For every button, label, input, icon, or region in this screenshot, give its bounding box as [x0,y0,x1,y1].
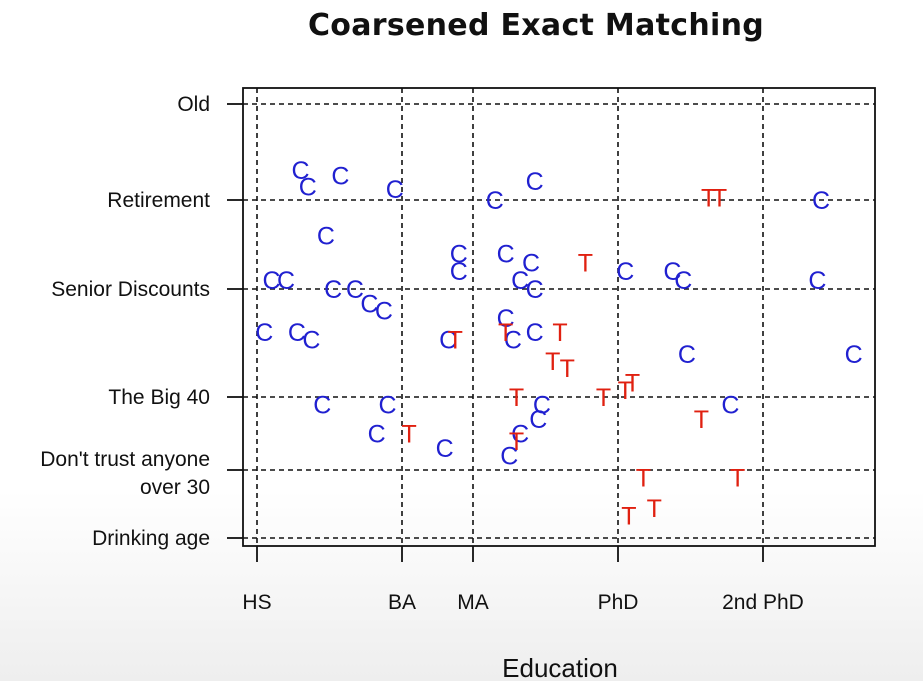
chart-title: Coarsened Exact Matching [307,8,765,43]
data-point-c: C [277,267,295,295]
data-point-t: T [621,502,636,530]
y-tick-label: Senior Discounts [51,278,210,301]
data-point-t: T [509,428,524,456]
data-point-c: C [331,162,349,190]
data-point-t: T [730,465,745,493]
data-point-c: C [291,157,309,185]
data-point-t: T [618,377,633,405]
data-point-t: T [636,465,651,493]
y-tick-label: Drinking age [92,527,210,550]
x-tick-label: BA [388,591,416,614]
data-point-c: C [299,173,317,201]
data-point-c: C [255,319,273,347]
x-tick-label: 2nd PhD [722,591,804,614]
data-point-c: C [288,319,306,347]
data-point-c: C [378,391,396,419]
data-point-c: C [674,267,692,295]
plot-frame [242,87,876,547]
data-point-c: C [529,406,547,434]
data-point-c: C [678,341,696,369]
data-point-t: T [712,184,727,212]
data-point-c: C [386,176,404,204]
data-point-c: C [346,276,364,304]
data-point-c: C [368,421,386,449]
data-point-t: T [647,495,662,523]
y-tick-label: over 30 [140,476,210,499]
data-point-c: C [663,258,681,286]
y-axis: Old Retirement Senior Discounts The Big 40 D… [40,93,243,550]
data-point-t: T [625,370,640,398]
data-point-c: C [436,435,454,463]
data-point-c: C [262,267,280,295]
data-point-t: T [701,184,716,212]
data-point-t: T [448,326,463,354]
data-point-c: C [845,341,863,369]
data-point-t: T [560,355,575,383]
data-point-c: C [808,267,826,295]
data-point-c: C [497,305,515,333]
data-point-c: C [526,276,544,304]
data-point-c: C [526,319,544,347]
data-point-t: T [498,319,513,347]
data-point-c: C [439,326,457,354]
data-point-t: T [694,406,709,434]
data-point-c: C [500,442,518,470]
x-tick-label: PhD [598,591,639,614]
data-point-c: C [302,326,320,354]
y-tick-label: The Big 40 [108,386,210,409]
y-tick-label: Old [177,93,210,116]
data-point-c: C [721,391,739,419]
data-point-c: C [533,391,551,419]
data-point-t: T [578,249,593,277]
data-point-t: T [509,384,524,412]
data-point-c: C [511,421,529,449]
x-axis-label: Education [502,653,618,681]
x-tick-label: HS [242,591,271,614]
data-point-t: T [545,348,560,376]
y-tick-label: Retirement [107,189,210,212]
data-point-c: C [522,249,540,277]
data-point-c: C [616,258,634,286]
data-point-c: C [450,240,468,268]
data-point-t: T [401,421,416,449]
grid-lines [243,88,875,546]
data-point-t: T [596,384,611,412]
x-tick-label: MA [457,591,489,614]
data-point-c: C [812,187,830,215]
data-point-c: C [317,223,335,251]
data-point-c: C [504,326,522,354]
data-point-c: C [497,240,515,268]
data-point-c: C [313,391,331,419]
data-point-c: C [450,258,468,286]
y-tick-label: Don't trust anyone [40,448,210,471]
data-point-c: C [511,267,529,295]
data-point-t: T [552,319,567,347]
data-point-c: C [526,168,544,196]
data-point-c: C [360,290,378,318]
x-axis: HS BA MA PhD 2nd PhD [242,546,804,614]
data-point-c: C [486,187,504,215]
data-point-c: C [375,298,393,326]
data-point-c: C [324,276,342,304]
